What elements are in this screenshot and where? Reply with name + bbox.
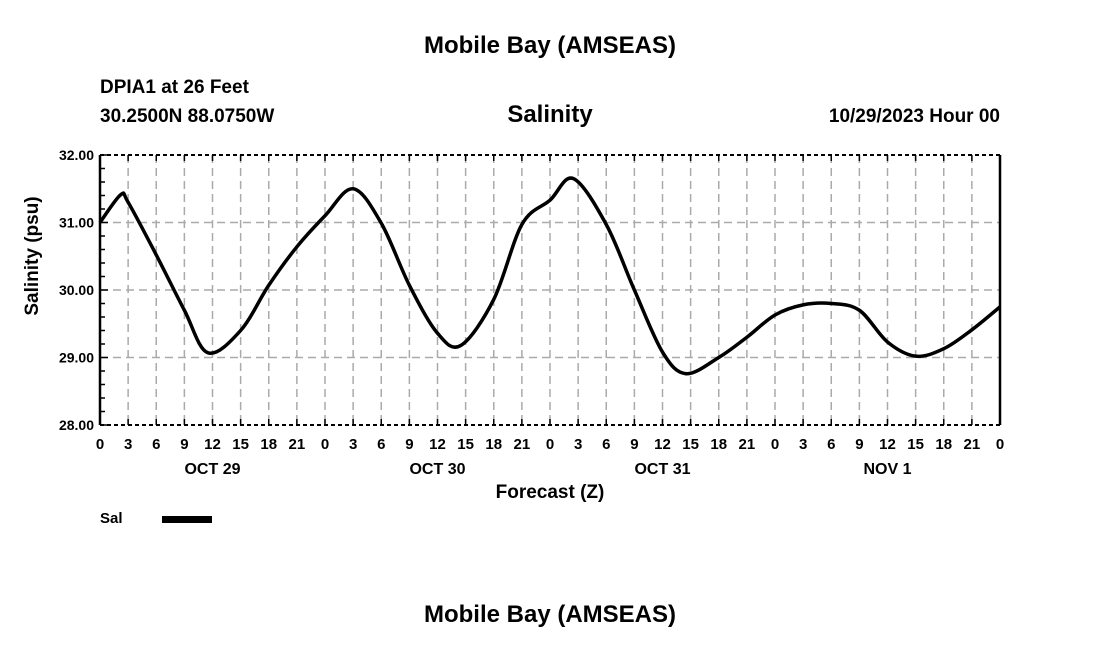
date-label: OCT 29 bbox=[184, 461, 240, 478]
x-tick-label: 18 bbox=[710, 436, 727, 453]
x-tick-label: 12 bbox=[429, 436, 446, 453]
x-tick-label: 15 bbox=[682, 436, 699, 453]
x-tick-label: 0 bbox=[996, 436, 1004, 453]
x-tick-label: 9 bbox=[180, 436, 188, 453]
x-axis-label: Forecast (Z) bbox=[495, 482, 605, 503]
x-tick-label: 0 bbox=[771, 436, 779, 453]
x-tick-label: 0 bbox=[321, 436, 329, 453]
x-tick-label: 3 bbox=[799, 436, 807, 453]
y-tick-label: 32.00 bbox=[59, 147, 94, 163]
x-tick-label: 3 bbox=[124, 436, 132, 453]
x-tick-label: 15 bbox=[232, 436, 249, 453]
x-tick-label: 6 bbox=[602, 436, 610, 453]
x-tick-label: 9 bbox=[855, 436, 863, 453]
x-tick-label: 3 bbox=[574, 436, 582, 453]
y-tick-label: 29.00 bbox=[59, 350, 94, 366]
date-label: OCT 31 bbox=[634, 461, 690, 478]
x-tick-label: 21 bbox=[514, 436, 531, 453]
y-tick-label: 31.00 bbox=[59, 215, 94, 231]
main-title: Mobile Bay (AMSEAS) bbox=[423, 32, 677, 59]
location-label: 30.2500N 88.0750W bbox=[100, 106, 275, 127]
y-tick-label: 30.00 bbox=[59, 282, 94, 298]
datetime-label: 10/29/2023 Hour 00 bbox=[828, 106, 1000, 127]
x-tick-label: 15 bbox=[907, 436, 924, 453]
x-tick-label: 12 bbox=[654, 436, 671, 453]
x-tick-label: 9 bbox=[405, 436, 413, 453]
x-tick-label: 12 bbox=[879, 436, 896, 453]
x-tick-label: 21 bbox=[964, 436, 981, 453]
x-tick-label: 6 bbox=[152, 436, 160, 453]
x-tick-label: 18 bbox=[260, 436, 277, 453]
x-tick-label: 9 bbox=[630, 436, 638, 453]
x-tick-label: 6 bbox=[827, 436, 835, 453]
date-label: OCT 30 bbox=[409, 461, 465, 478]
x-tick-label: 0 bbox=[546, 436, 554, 453]
series-line-sal bbox=[98, 176, 1002, 376]
x-tick-label: 0 bbox=[96, 436, 104, 453]
x-tick-label: 15 bbox=[457, 436, 474, 453]
legend-swatch bbox=[162, 516, 212, 523]
station-label: DPIA1 at 26 Feet bbox=[100, 77, 249, 98]
x-tick-label: 21 bbox=[289, 436, 306, 453]
x-tick-label: 18 bbox=[935, 436, 952, 453]
x-tick-label: 3 bbox=[349, 436, 357, 453]
x-tick-label: 6 bbox=[377, 436, 385, 453]
x-tick-label: 12 bbox=[204, 436, 221, 453]
y-tick-label: 28.00 bbox=[59, 417, 94, 433]
chart-title: Salinity bbox=[507, 101, 593, 128]
footer-title: Mobile Bay (AMSEAS) bbox=[423, 601, 677, 628]
x-tick-label: 21 bbox=[739, 436, 756, 453]
x-tick-label: 18 bbox=[485, 436, 502, 453]
date-label: NOV 1 bbox=[863, 461, 911, 478]
legend-label: Sal bbox=[100, 510, 123, 527]
